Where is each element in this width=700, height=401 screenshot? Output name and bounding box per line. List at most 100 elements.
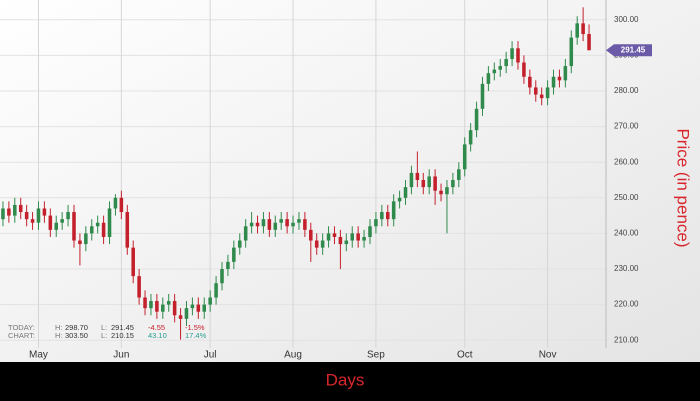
info-change: -4.55 [148, 323, 165, 332]
candle-body [314, 240, 319, 248]
candle-body [48, 215, 53, 230]
candle-body [18, 204, 23, 213]
candle-body [569, 37, 574, 67]
candle-body [451, 180, 455, 188]
candle-body [516, 48, 520, 63]
candle-body [533, 87, 538, 95]
candle-body [557, 76, 562, 81]
price-tag [606, 44, 652, 57]
candle-body [131, 247, 135, 277]
info-l: 291.45 [111, 323, 134, 332]
candle-body [1, 208, 5, 220]
candle-body [36, 208, 41, 223]
candle-body [445, 187, 449, 195]
candle-body [498, 66, 503, 70]
info-l-key: L: [101, 331, 107, 340]
candle-body [539, 94, 544, 99]
x-axis-title: Days [326, 370, 365, 389]
x-tick-label: May [29, 350, 48, 361]
info-label: TODAY: [8, 323, 35, 332]
candle-body [107, 208, 112, 237]
candle-body [267, 219, 272, 230]
candle-body [78, 240, 82, 245]
candle-body [172, 301, 177, 316]
candle-body [350, 233, 355, 241]
candle-body [220, 269, 224, 284]
candle-body [326, 233, 331, 241]
candle-body [397, 197, 402, 202]
candle-body [545, 87, 550, 99]
candle-body [273, 222, 278, 230]
candle-body [72, 212, 76, 241]
candle-body [462, 144, 467, 170]
candle-body [504, 58, 508, 67]
candle-body [155, 301, 159, 312]
footer-band [0, 362, 700, 401]
candle-body [95, 222, 100, 227]
candle-body [54, 222, 59, 230]
candle-body [510, 48, 514, 59]
candle-body [261, 219, 266, 227]
candle-body [89, 226, 94, 234]
candle-body [403, 187, 408, 198]
info-label: CHART: [8, 331, 35, 340]
info-h: 303.50 [65, 331, 88, 340]
candle-body [178, 315, 183, 319]
candle-body [486, 73, 491, 84]
candle-body [196, 304, 201, 312]
candle-body [581, 23, 585, 35]
y-axis-title: Price (in pence) [674, 128, 693, 247]
price-tag-label: 291.45 [621, 45, 646, 54]
candle-body [119, 197, 124, 213]
info-change-pct: 17.4% [185, 331, 207, 340]
candle-body [528, 76, 532, 88]
candle-body [255, 222, 260, 227]
candle-body [232, 247, 236, 262]
candle-body [161, 304, 165, 312]
candle-body [468, 130, 473, 145]
info-h-key: H: [55, 331, 63, 340]
candle-body [243, 226, 248, 241]
candle-body [368, 226, 372, 237]
info-h: 298.70 [65, 323, 88, 332]
x-tick-label: Jul [204, 350, 217, 361]
candle-body [303, 219, 307, 230]
candle-body [279, 219, 283, 223]
y-tick-label: 260.00 [614, 157, 639, 166]
candle-body [409, 172, 414, 188]
info-l-key: L: [101, 323, 107, 332]
candle-body [149, 301, 153, 309]
candle-body [42, 208, 47, 216]
candle-body [480, 83, 485, 109]
candle-body [492, 69, 497, 74]
candle-body [84, 233, 88, 245]
candle-body [137, 276, 141, 298]
candle-body [362, 236, 366, 241]
candle-body [391, 201, 396, 220]
x-tick-label: Aug [284, 350, 302, 361]
info-l: 210.15 [111, 331, 134, 340]
candle-body [309, 229, 313, 241]
x-tick-label: Nov [539, 350, 557, 361]
candle-body [202, 304, 207, 312]
y-tick-label: 210.00 [614, 335, 639, 344]
candle-body [439, 190, 443, 195]
candle-body [522, 62, 526, 77]
candle-body [344, 240, 349, 245]
candle-body [101, 222, 106, 237]
info-change-pct: -1.5% [185, 323, 205, 332]
candle-body [285, 219, 289, 227]
candle-body [320, 240, 325, 248]
candle-body [380, 212, 384, 220]
candle-body [226, 261, 230, 269]
candle-body [356, 233, 360, 241]
candle-body [184, 308, 189, 319]
y-tick-label: 220.00 [614, 300, 639, 309]
candle-body [7, 208, 11, 216]
y-tick-label: 250.00 [614, 193, 639, 202]
candle-body [24, 212, 29, 220]
y-tick-label: 300.00 [614, 15, 639, 24]
info-h-key: H: [55, 323, 63, 332]
background [0, 0, 700, 362]
